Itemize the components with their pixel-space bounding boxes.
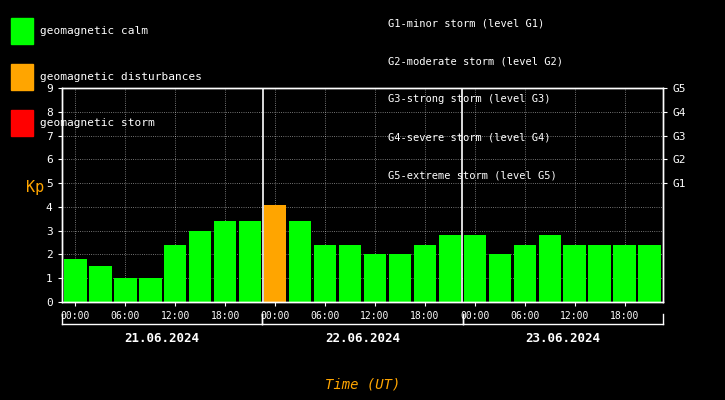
Bar	[563, 245, 586, 302]
Bar	[289, 221, 311, 302]
Text: 21.06.2024: 21.06.2024	[125, 332, 199, 344]
Text: G5-extreme storm (level G5): G5-extreme storm (level G5)	[388, 170, 557, 180]
Bar	[364, 254, 386, 302]
Bar	[89, 266, 112, 302]
Bar	[589, 245, 611, 302]
Text: G3-strong storm (level G3): G3-strong storm (level G3)	[388, 94, 550, 104]
Y-axis label: Kp: Kp	[25, 180, 44, 195]
Text: Time (UT): Time (UT)	[325, 377, 400, 391]
Bar	[613, 245, 636, 302]
Text: 22.06.2024: 22.06.2024	[325, 332, 400, 344]
Text: 23.06.2024: 23.06.2024	[526, 332, 600, 344]
Bar	[314, 245, 336, 302]
Text: geomagnetic disturbances: geomagnetic disturbances	[40, 72, 202, 82]
Bar	[463, 236, 486, 302]
Bar	[239, 221, 262, 302]
Bar	[64, 259, 86, 302]
Bar	[114, 278, 136, 302]
Bar	[214, 221, 236, 302]
Text: G2-moderate storm (level G2): G2-moderate storm (level G2)	[388, 56, 563, 66]
Bar	[539, 236, 561, 302]
Text: G1-minor storm (level G1): G1-minor storm (level G1)	[388, 18, 544, 28]
Bar	[264, 204, 286, 302]
Text: geomagnetic calm: geomagnetic calm	[40, 26, 148, 36]
Bar	[339, 245, 361, 302]
Bar	[164, 245, 186, 302]
Bar	[139, 278, 162, 302]
Bar	[439, 236, 461, 302]
Bar	[389, 254, 411, 302]
Bar	[189, 231, 212, 302]
Bar	[489, 254, 511, 302]
Bar	[513, 245, 536, 302]
Text: geomagnetic storm: geomagnetic storm	[40, 118, 154, 128]
Text: G4-severe storm (level G4): G4-severe storm (level G4)	[388, 132, 550, 142]
Bar	[414, 245, 436, 302]
Bar	[639, 245, 661, 302]
